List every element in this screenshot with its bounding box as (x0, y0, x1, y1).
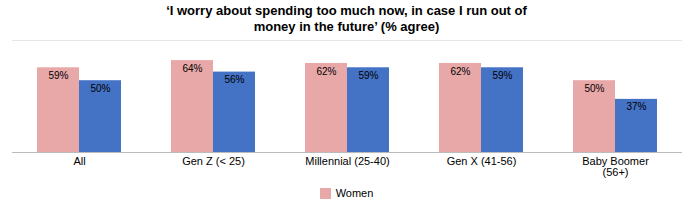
svg-text:64%: 64% (182, 63, 202, 74)
svg-text:Millennial (25-40): Millennial (25-40) (305, 155, 389, 167)
svg-text:Gen X (41-56): Gen X (41-56) (447, 155, 517, 167)
html-text:Women: Women (335, 187, 374, 199)
svg-text:Gen Z (< 25): Gen Z (< 25) (182, 155, 245, 167)
svg-text:50%: 50% (584, 83, 604, 94)
svg-text:All: All (73, 155, 85, 167)
html-text:‘I worry about spending too mu: ‘I worry about spending too much now, in… (166, 3, 527, 34)
svg-text:59%: 59% (492, 70, 512, 81)
svg-text:62%: 62% (450, 66, 470, 77)
svg-text:Baby Boomer(56+): Baby Boomer(56+) (582, 155, 649, 178)
svg-text:62%: 62% (316, 66, 336, 77)
svg-text:56%: 56% (224, 74, 244, 85)
svg-text:59%: 59% (48, 70, 68, 81)
svg-text:37%: 37% (626, 101, 646, 112)
svg-text:59%: 59% (358, 70, 378, 81)
svg-text:50%: 50% (90, 83, 110, 94)
